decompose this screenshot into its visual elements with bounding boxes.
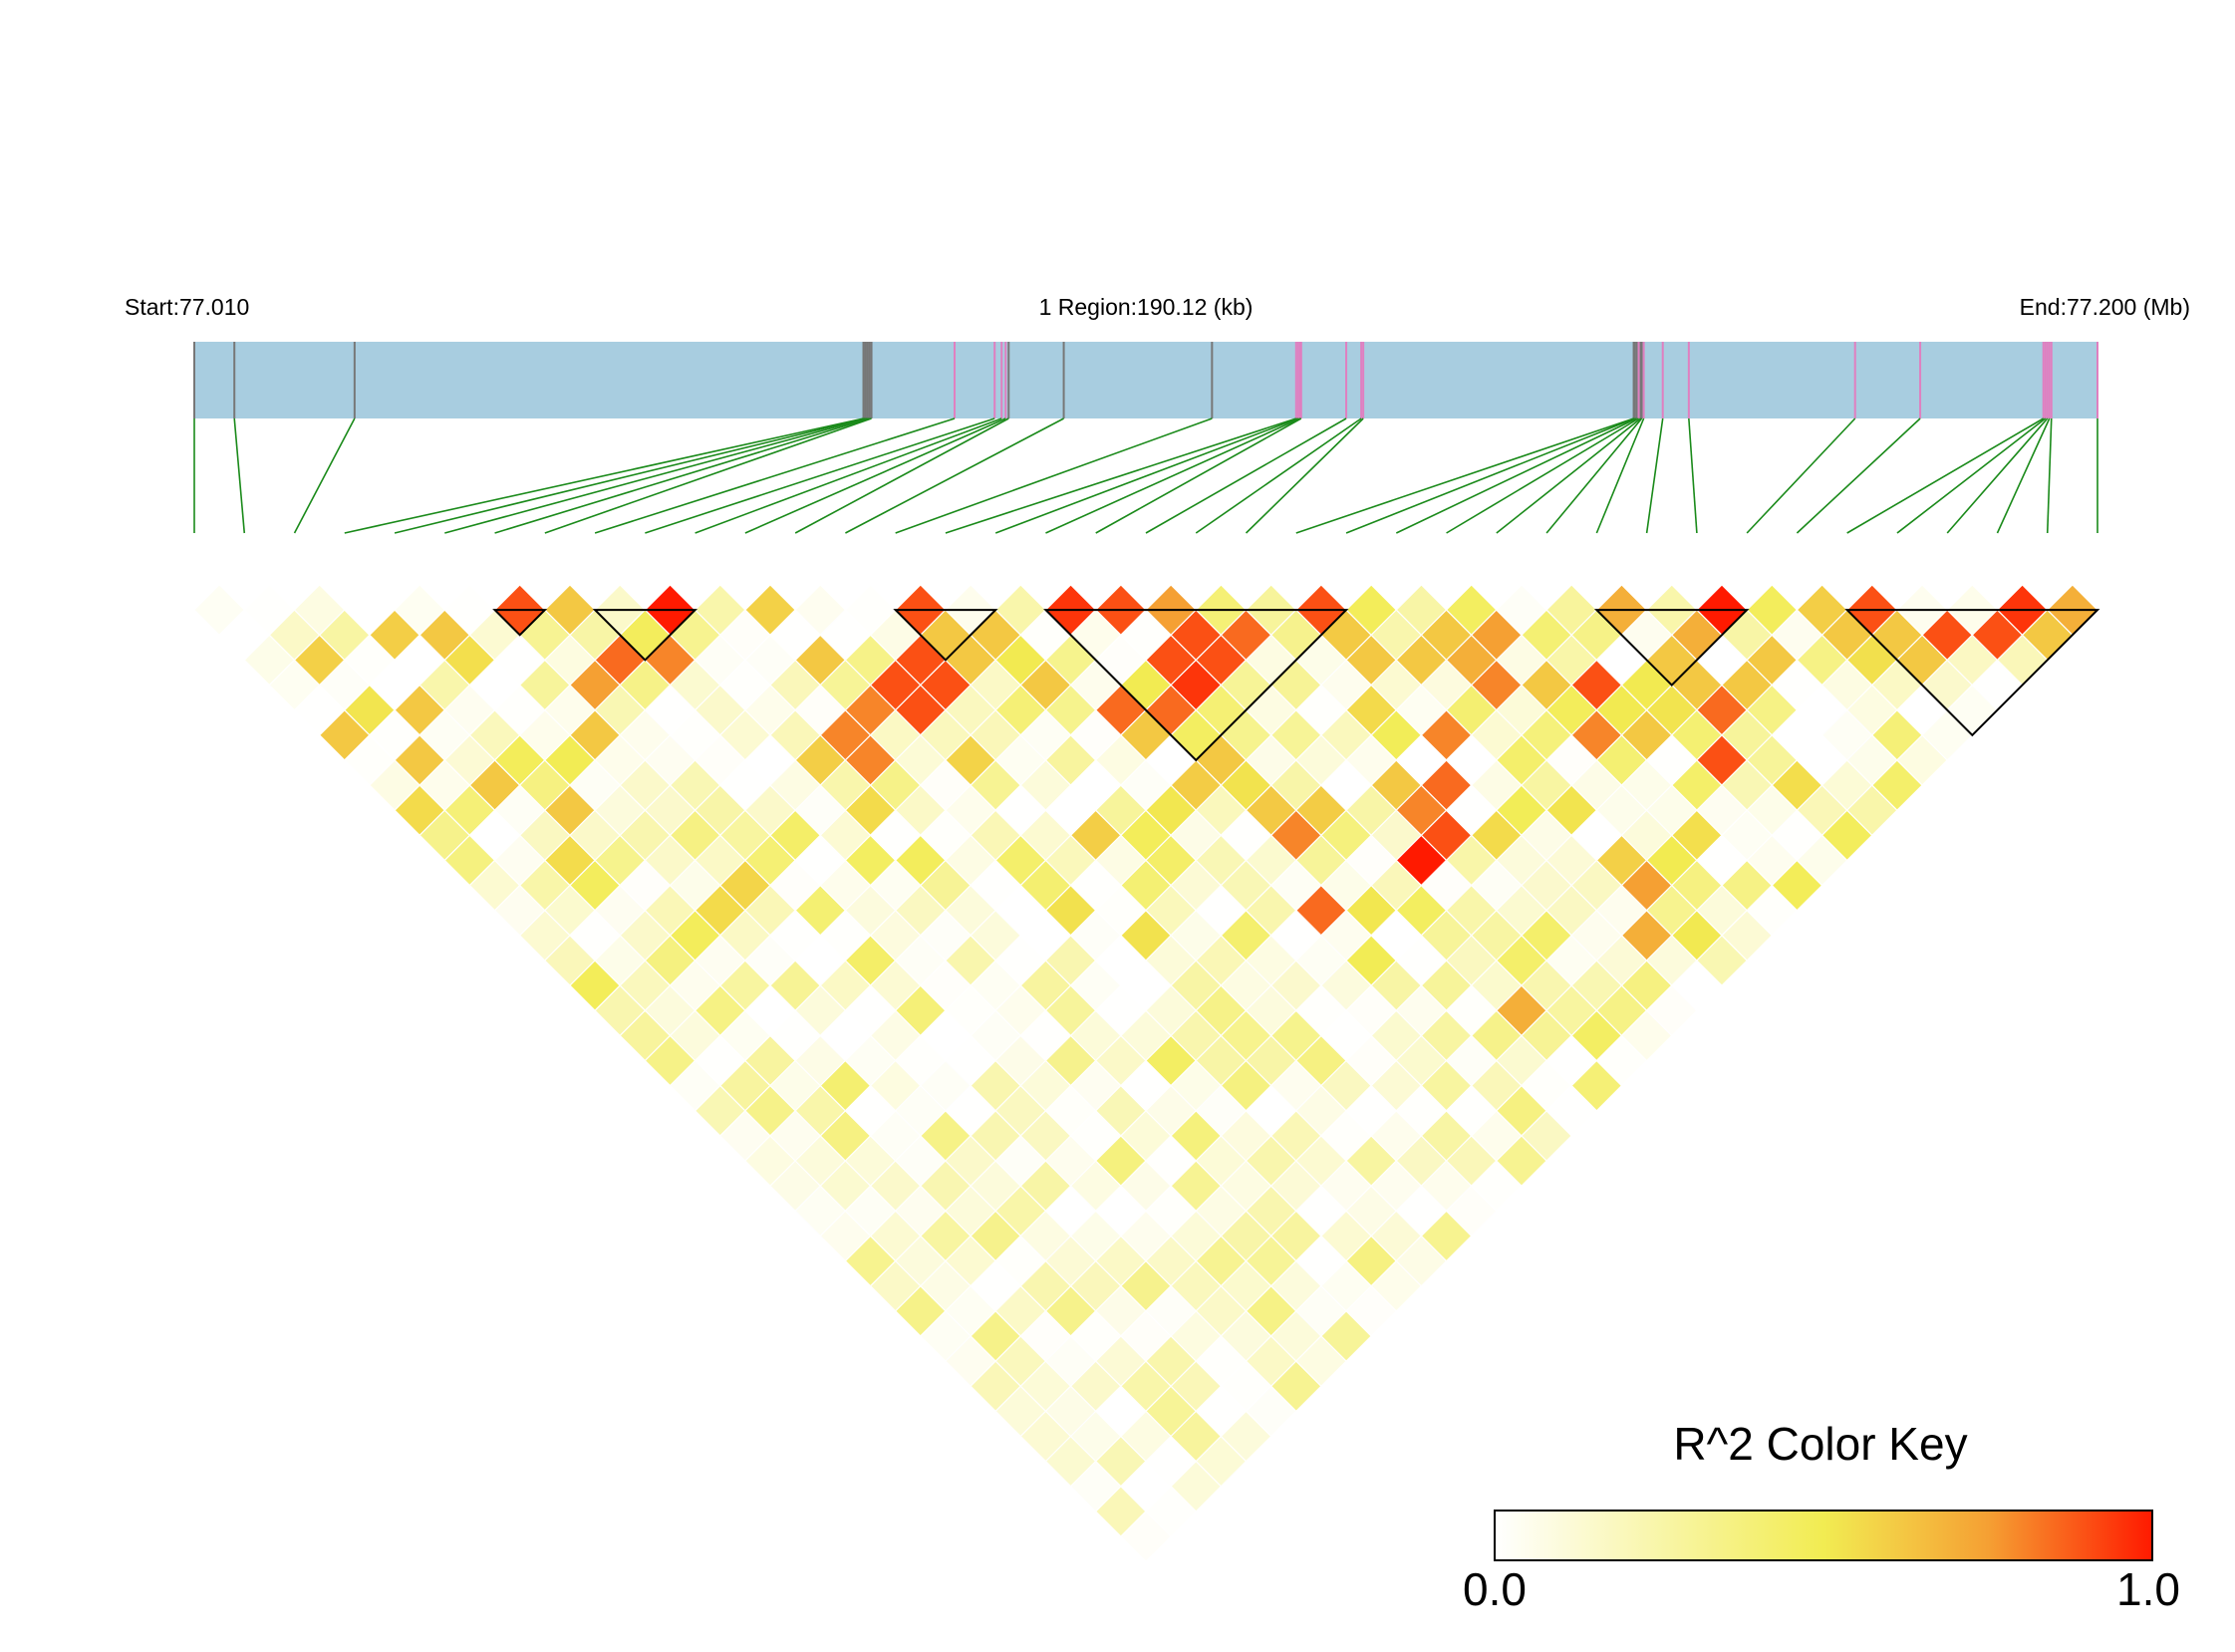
snp-connector xyxy=(2046,417,2053,534)
snp-connector xyxy=(1996,417,2051,534)
haplotype-block-outline xyxy=(1844,609,2100,737)
snp-connector xyxy=(1545,417,1643,534)
haplotype-block-outline xyxy=(893,609,998,662)
snp-connector xyxy=(895,417,1213,534)
snp-connector xyxy=(1145,417,1347,534)
snp-connector xyxy=(1846,417,2045,534)
region-end-label: End:77.200 (Mb) xyxy=(2019,294,2190,320)
snp-connector xyxy=(1345,417,1635,534)
snp-connector xyxy=(1896,417,2047,534)
haplotype-block-outline xyxy=(592,609,698,662)
snp-connector xyxy=(1395,417,1637,534)
snp-connector xyxy=(444,417,868,534)
snp-connector xyxy=(1446,417,1639,534)
snp-connectors xyxy=(193,417,2098,534)
snp-connector xyxy=(1045,417,1301,534)
haplotype-blocks xyxy=(492,609,2100,762)
snp-connector xyxy=(1946,417,2049,534)
snp-connector xyxy=(1595,417,1645,534)
haplotype-block-outline xyxy=(1043,609,1349,762)
snp-connector xyxy=(1746,417,1856,534)
haplotype-block-outline xyxy=(492,609,548,637)
color-key-min-label: 0.0 xyxy=(1463,1563,1527,1615)
snp-connector xyxy=(1796,417,1921,534)
snp-connector xyxy=(344,417,864,534)
region-start-label: Start:77.010 xyxy=(125,294,250,320)
region-length-label: 1 Region:190.12 (kb) xyxy=(1038,294,1254,320)
snp-connector xyxy=(695,417,1002,534)
snp-connector xyxy=(1295,417,1634,534)
snp-connector xyxy=(1688,417,1698,534)
snp-connector xyxy=(594,417,956,534)
snp-markers xyxy=(193,342,2098,418)
snp-connector xyxy=(293,417,356,534)
snp-connector xyxy=(394,417,866,534)
snp-connector xyxy=(494,417,870,534)
snp-connector xyxy=(1645,417,1664,534)
snp-connector xyxy=(645,417,995,534)
color-key-bar xyxy=(1494,1510,2153,1561)
snp-connector xyxy=(845,417,1064,534)
snp-connector xyxy=(233,417,246,534)
snp-connector xyxy=(994,417,1299,534)
snp-connector xyxy=(544,417,872,534)
snp-connector xyxy=(744,417,1006,534)
color-key-max-label: 1.0 xyxy=(2116,1563,2180,1615)
snp-connector xyxy=(1496,417,1642,534)
snp-connector xyxy=(794,417,1009,534)
color-key-title: R^2 Color Key xyxy=(1673,1418,1968,1470)
snp-connector xyxy=(945,417,1297,534)
region-bar xyxy=(194,342,2097,418)
snp-connector xyxy=(1195,417,1362,534)
haplotype-block-outline xyxy=(1593,609,1750,687)
snp-connector xyxy=(1245,417,1364,534)
snp-connector xyxy=(1095,417,1302,534)
ld-cells xyxy=(193,584,2098,1562)
